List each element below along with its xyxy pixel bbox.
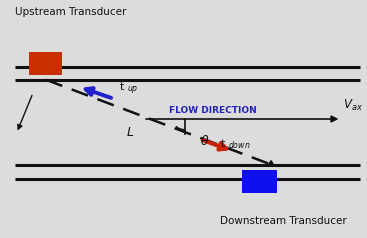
Text: $V_{ax}$: $V_{ax}$	[343, 98, 363, 114]
Text: Upstream Transducer: Upstream Transducer	[15, 7, 126, 17]
Bar	[242, 170, 277, 193]
Text: $\theta$: $\theta$	[200, 134, 210, 149]
Text: t $_{down}$: t $_{down}$	[220, 137, 251, 151]
Text: t $_{up}$: t $_{up}$	[119, 81, 139, 97]
Text: FLOW DIRECTION: FLOW DIRECTION	[169, 106, 257, 115]
Text: Downstream Transducer: Downstream Transducer	[220, 216, 347, 226]
Bar	[29, 52, 62, 75]
Text: L: L	[127, 126, 134, 139]
